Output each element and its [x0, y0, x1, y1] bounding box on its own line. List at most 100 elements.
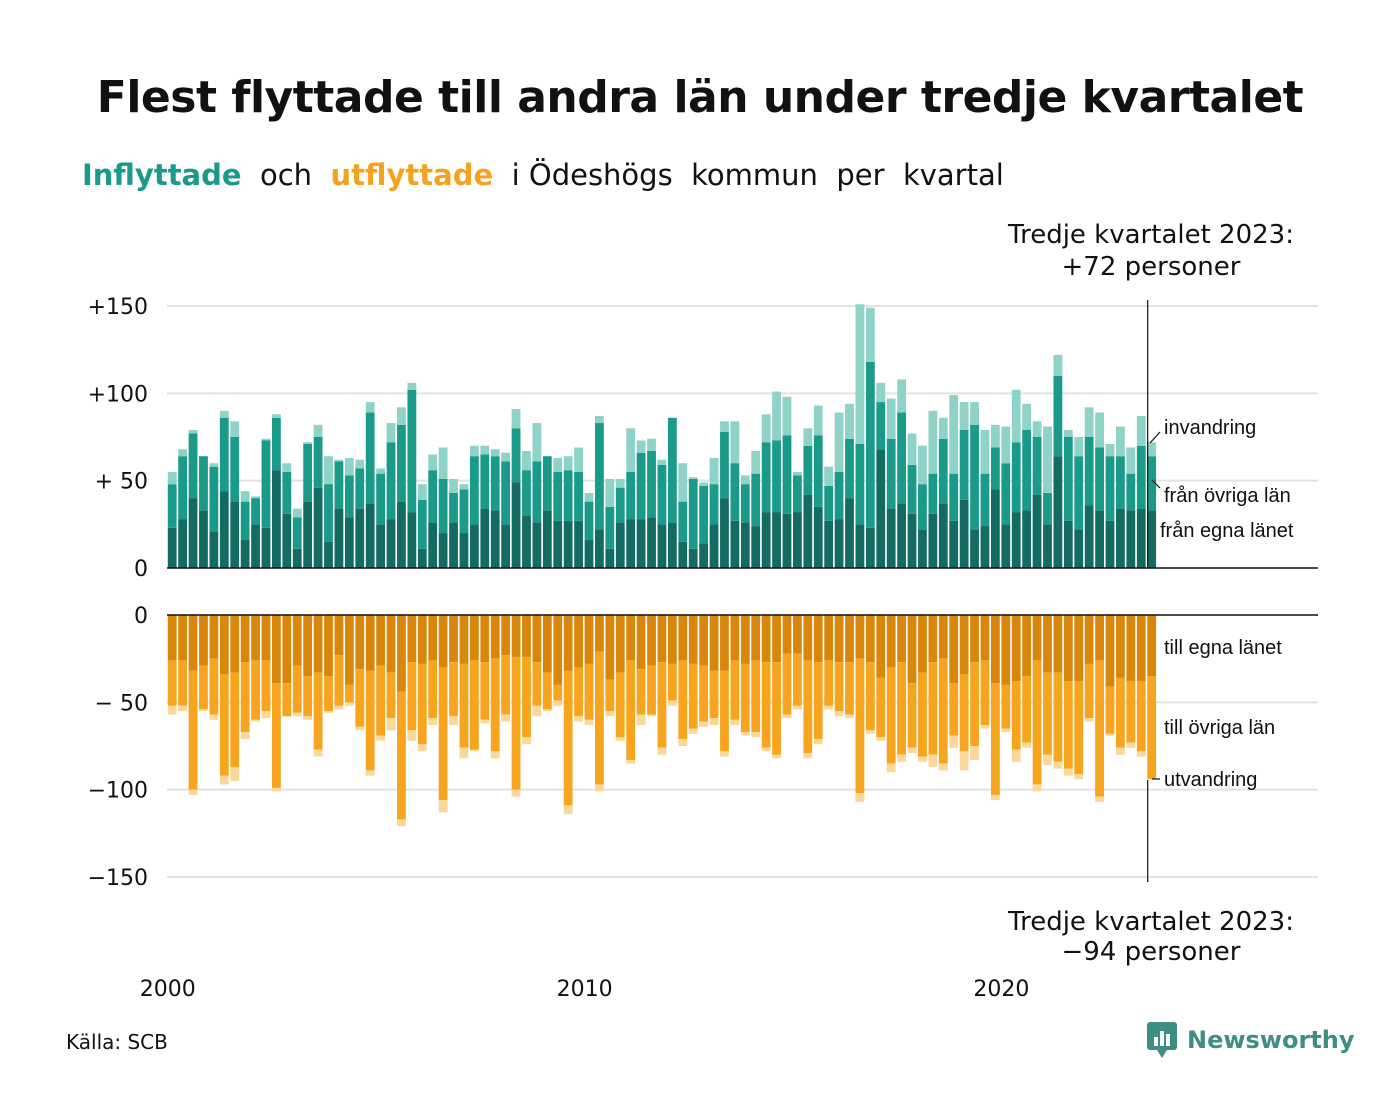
outflow-own-county-bar	[751, 615, 761, 661]
inflow-other-counties-bar	[678, 501, 688, 542]
outflow-own-county-bar	[230, 615, 240, 673]
outflow-own-county-bar	[605, 615, 615, 680]
outflow-emigration-bar	[959, 751, 969, 771]
inflow-immigration-bar	[1011, 389, 1021, 443]
label-from-own-county: från egna länet	[1160, 520, 1294, 542]
outflow-emigration-bar	[417, 744, 427, 752]
outflow-own-county-bar	[272, 615, 281, 684]
outflow-other-counties-bar	[532, 662, 542, 706]
inflow-immigration-bar	[376, 468, 385, 474]
outflow-other-counties-bar	[699, 665, 709, 722]
outflow-other-counties-bar	[886, 667, 896, 764]
outflow-emigration-bar	[834, 711, 844, 717]
inflow-immigration-bar	[480, 445, 490, 455]
outflow-own-county-bar	[772, 615, 781, 663]
outflow-own-county-bar	[303, 615, 313, 677]
inflow-immigration-bar	[522, 450, 531, 471]
outflow-other-counties-bar	[553, 684, 563, 701]
inflow-other-counties-bar	[1136, 445, 1146, 509]
inflow-immigration-bar	[1126, 447, 1136, 474]
outflow-emigration-bar	[803, 752, 813, 759]
outflow-emigration-bar	[292, 712, 302, 717]
outflow-other-counties-bar	[230, 672, 240, 767]
inflow-own-county-bar	[1001, 524, 1011, 568]
inflow-other-counties-bar	[667, 417, 677, 523]
outflow-other-counties-bar	[813, 662, 823, 740]
outflow-own-county-bar	[876, 615, 886, 678]
inflow-other-counties-bar	[636, 452, 646, 520]
outflow-own-county-bar	[845, 615, 854, 663]
inflow-own-county-bar	[918, 529, 927, 568]
outflow-own-county-bar	[897, 615, 906, 663]
inflow-own-county-bar	[740, 522, 750, 568]
inflow-immigration-bar	[251, 496, 260, 499]
outflow-other-counties-bar	[1063, 681, 1073, 769]
inflow-own-county-bar	[824, 520, 834, 568]
inflow-own-county-bar	[386, 519, 396, 568]
outflow-emigration-bar	[845, 714, 854, 719]
inflow-immigration-bar	[626, 428, 636, 472]
bottom-y-tick-label: −100	[88, 779, 148, 804]
inflow-other-counties-bar	[813, 435, 823, 507]
inflow-own-county-bar	[803, 494, 813, 568]
inflow-other-counties-bar	[761, 442, 771, 513]
inflow-own-county-bar	[1116, 508, 1125, 568]
inflow-immigration-bar	[845, 403, 854, 439]
outflow-emigration-bar	[761, 747, 771, 752]
outflow-other-counties-bar	[459, 663, 469, 748]
outflow-other-counties-bar	[522, 656, 531, 738]
outflow-own-county-bar	[803, 615, 813, 661]
outflow-own-county-bar	[834, 615, 844, 663]
outflow-other-counties-bar	[188, 670, 198, 790]
inflow-immigration-bar	[605, 478, 615, 507]
outflow-other-counties-bar	[386, 672, 396, 719]
outflow-emigration-bar	[886, 763, 896, 773]
outflow-emigration-bar	[219, 775, 229, 785]
inflow-immigration-bar	[678, 463, 688, 502]
outflow-own-county-bar	[449, 615, 458, 663]
outflow-own-county-bar	[386, 615, 396, 673]
outflow-other-counties-bar	[1043, 672, 1052, 755]
inflow-own-county-bar	[261, 527, 271, 568]
inflow-other-counties-bar	[907, 464, 917, 514]
inflow-immigration-bar	[949, 395, 959, 474]
outflow-other-counties-bar	[303, 676, 313, 717]
outflow-emigration-bar	[251, 719, 260, 722]
outflow-other-counties-bar	[542, 672, 552, 710]
outflow-emigration-bar	[397, 819, 406, 827]
outflow-own-county-bar	[313, 615, 323, 673]
outflow-own-county-bar	[1032, 615, 1042, 661]
outflow-other-counties-bar	[709, 670, 719, 719]
outflow-emigration-bar	[542, 709, 552, 712]
inflow-other-counties-bar	[365, 412, 375, 504]
inflow-immigration-bar	[469, 445, 479, 457]
inflow-own-county-bar	[793, 512, 802, 568]
outflow-own-county-bar	[584, 615, 594, 664]
inflow-immigration-bar	[709, 457, 719, 485]
inflow-immigration-bar	[386, 423, 396, 443]
inflow-other-counties-bar	[459, 489, 469, 534]
outflow-other-counties-bar	[282, 683, 292, 717]
outflow-other-counties-bar	[1136, 681, 1146, 752]
inflow-own-county-bar	[647, 517, 656, 568]
subtitle-and-word: och	[260, 158, 313, 192]
outflow-emigration-bar	[303, 716, 313, 720]
outflow-other-counties-bar	[1116, 677, 1125, 748]
outflow-own-county-bar	[542, 615, 552, 673]
outflow-other-counties-bar	[720, 670, 729, 752]
inflow-immigration-bar	[803, 428, 813, 446]
inflow-immigration-bar	[584, 492, 594, 502]
outflow-own-county-bar	[907, 615, 917, 684]
x-tick-label: 2020	[973, 977, 1029, 1002]
inflow-immigration-bar	[855, 304, 865, 444]
inflow-immigration-bar	[740, 475, 750, 485]
top-y-tick-label: +150	[88, 295, 148, 320]
inflow-other-counties-bar	[980, 473, 990, 527]
label-immigration: invandring	[1164, 417, 1256, 439]
outflow-emigration-bar	[584, 719, 594, 726]
inflow-other-counties-bar	[740, 484, 750, 523]
outflow-own-county-bar	[1084, 615, 1094, 664]
outflow-own-county-bar	[511, 615, 521, 657]
outflow-own-county-bar	[678, 615, 688, 661]
bottom-y-tick-label: 0	[134, 604, 148, 629]
